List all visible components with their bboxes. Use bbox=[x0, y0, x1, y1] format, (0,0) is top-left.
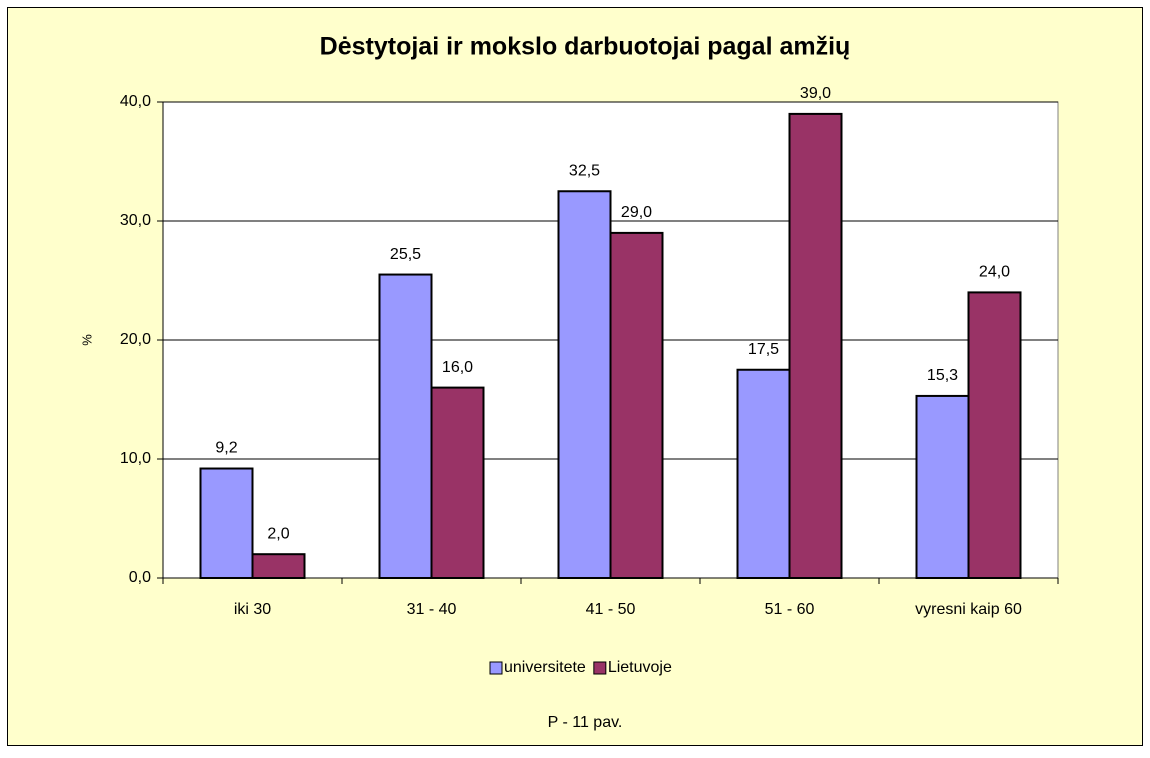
value-label: 24,0 bbox=[979, 264, 1010, 281]
bar bbox=[251, 553, 306, 580]
x-tick-label: 41 - 50 bbox=[586, 601, 636, 618]
bar bbox=[199, 467, 254, 579]
y-tick-label: 40,0 bbox=[120, 93, 151, 110]
legend-label: Lietuvoje bbox=[608, 659, 672, 676]
value-label: 2,0 bbox=[267, 525, 289, 542]
y-tick-label: 20,0 bbox=[120, 331, 151, 348]
legend-swatch bbox=[593, 661, 607, 675]
annotation: P - 11 pav. bbox=[548, 714, 623, 731]
chart-title: Dėstytojai ir mokslo darbuotojai pagal a… bbox=[320, 33, 851, 61]
legend-swatch bbox=[489, 661, 503, 675]
value-label: 17,5 bbox=[748, 341, 779, 358]
bar bbox=[788, 112, 843, 580]
x-tick-label: 31 - 40 bbox=[407, 601, 457, 618]
value-label: 25,5 bbox=[390, 246, 421, 263]
bar bbox=[430, 386, 485, 579]
bar bbox=[736, 368, 791, 579]
bar bbox=[967, 291, 1022, 579]
legend-label: universitete bbox=[504, 659, 586, 676]
value-label: 29,0 bbox=[621, 204, 652, 221]
value-label: 15,3 bbox=[927, 367, 958, 384]
bar bbox=[378, 273, 433, 579]
value-label: 9,2 bbox=[215, 440, 237, 457]
value-label: 16,0 bbox=[442, 359, 473, 376]
y-tick-label: 10,0 bbox=[120, 450, 151, 467]
value-label: 32,5 bbox=[569, 162, 600, 179]
value-label: 39,0 bbox=[800, 85, 831, 102]
y-tick-label: 30,0 bbox=[120, 212, 151, 229]
bar bbox=[609, 231, 664, 579]
x-tick-label: iki 30 bbox=[234, 601, 271, 618]
bar bbox=[557, 190, 612, 579]
x-tick-label: 51 - 60 bbox=[765, 601, 815, 618]
y-axis-label: % bbox=[79, 334, 94, 346]
bar bbox=[915, 394, 970, 579]
x-tick-label: vyresni kaip 60 bbox=[915, 601, 1022, 618]
y-tick-label: 0,0 bbox=[129, 569, 151, 586]
